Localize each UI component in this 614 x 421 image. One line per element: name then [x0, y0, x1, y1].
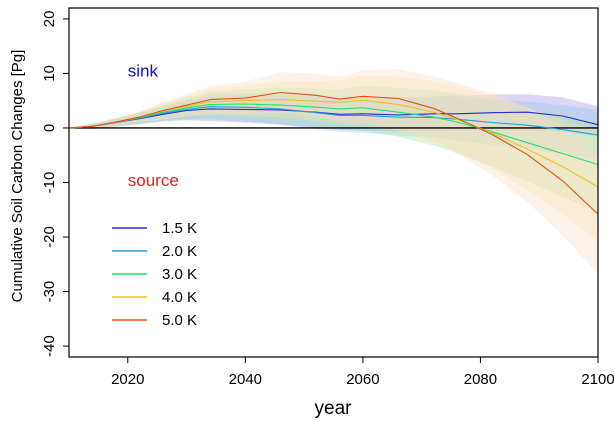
- x-tick-label: 2080: [464, 371, 497, 388]
- series-line-1: [68, 106, 599, 136]
- legend-label-4: 5.0 K: [162, 312, 197, 329]
- x-tick-label: 2040: [229, 371, 262, 388]
- legend-label-3: 4.0 K: [162, 289, 197, 306]
- x-tick-label: 2060: [346, 371, 379, 388]
- annotation-1: source: [128, 171, 179, 190]
- x-tick-label: 2100: [581, 371, 614, 388]
- x-axis-title: year: [315, 398, 353, 419]
- y-tick-label: -40: [41, 335, 58, 357]
- y-tick-label: -20: [41, 226, 58, 248]
- y-tick-label: -10: [41, 172, 58, 194]
- x-tick-label: 2020: [111, 371, 144, 388]
- annotation-0: sink: [128, 62, 159, 81]
- series-lines: [68, 91, 599, 215]
- y-tick-label: 0: [41, 124, 58, 132]
- y-tick-label: -30: [41, 281, 58, 303]
- band-3: [69, 75, 598, 242]
- legend: 1.5 K 2.0 K 3.0 K 4.0 K 5.0 K: [112, 220, 197, 329]
- y-tick-label: 20: [41, 11, 58, 28]
- series-line-4: [68, 91, 599, 215]
- legend-label-1: 2.0 K: [162, 243, 197, 260]
- y-tick-label: 10: [41, 65, 58, 82]
- x-axis: 2020 2040 2060 2080 2100: [111, 357, 614, 388]
- y-axis: -40 -30 -20 -10 0 10 20: [41, 11, 69, 357]
- annotations: sink source: [128, 62, 179, 190]
- legend-label-0: 1.5 K: [162, 220, 197, 237]
- y-axis-title: Cumulative Soil Carbon Changes [Pg]: [9, 50, 26, 303]
- band-2: [69, 86, 598, 212]
- legend-label-2: 3.0 K: [162, 266, 197, 283]
